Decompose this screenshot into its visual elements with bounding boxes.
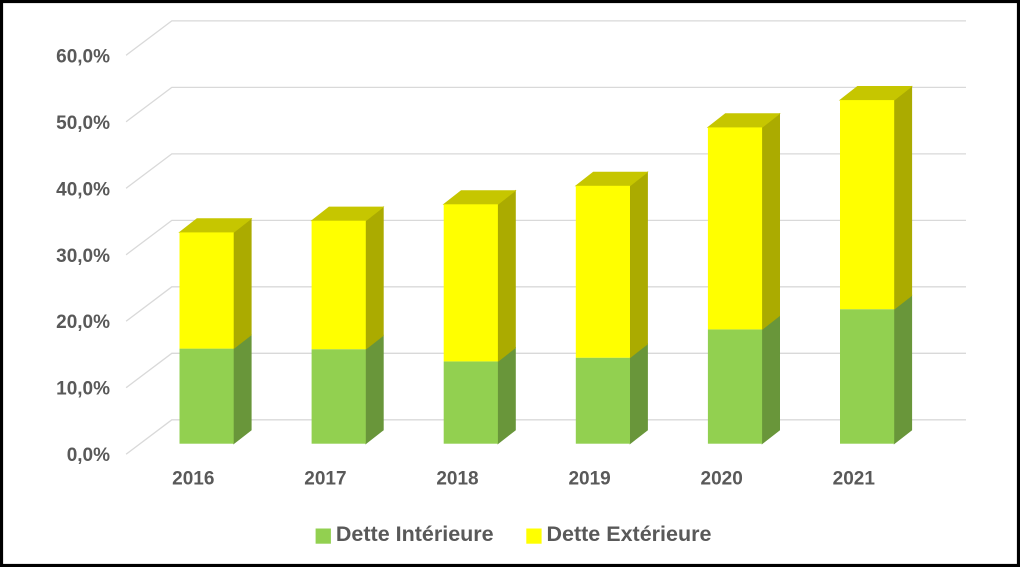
svg-text:60,0%: 60,0% xyxy=(56,46,110,67)
svg-text:10,0%: 10,0% xyxy=(56,379,110,400)
svg-text:20,0%: 20,0% xyxy=(56,312,110,333)
svg-text:Dette Extérieure: Dette Extérieure xyxy=(547,522,712,546)
svg-text:2016: 2016 xyxy=(172,468,214,489)
svg-text:40,0%: 40,0% xyxy=(56,179,110,200)
svg-text:2021: 2021 xyxy=(833,468,876,489)
svg-text:2018: 2018 xyxy=(436,468,478,489)
svg-text:30,0%: 30,0% xyxy=(56,246,110,267)
svg-text:2019: 2019 xyxy=(568,468,610,489)
svg-text:Dette Intérieure: Dette Intérieure xyxy=(336,522,494,546)
svg-text:0,0%: 0,0% xyxy=(67,445,110,466)
svg-text:2020: 2020 xyxy=(701,468,743,489)
svg-text:2017: 2017 xyxy=(304,468,346,489)
svg-text:50,0%: 50,0% xyxy=(56,113,110,134)
